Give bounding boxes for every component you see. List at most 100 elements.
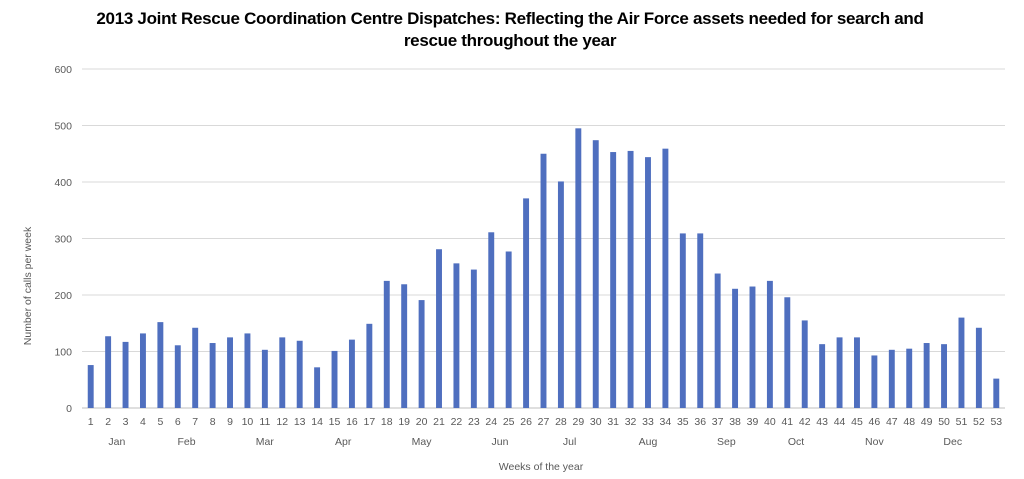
bar	[592, 140, 599, 408]
bar	[610, 152, 617, 408]
month-label: Nov	[865, 436, 884, 448]
x-tick-label: 43	[816, 416, 828, 428]
y-axis-title: Number of calls per week	[22, 226, 34, 345]
y-tick-label: 300	[54, 234, 72, 246]
bar	[105, 336, 112, 408]
x-tick-label: 37	[712, 416, 724, 428]
y-axis-ticks: 0 100 200 300 400 500 600	[54, 64, 72, 415]
bar	[209, 343, 216, 408]
x-tick-label: 19	[398, 416, 410, 428]
bar	[366, 323, 373, 408]
x-tick-label: 10	[242, 416, 254, 428]
bar	[261, 349, 268, 408]
gridlines	[82, 68, 1005, 409]
x-tick-label: 9	[227, 416, 233, 428]
bar	[174, 345, 181, 408]
bar	[436, 249, 442, 408]
bar	[557, 181, 564, 408]
x-tick-label: 12	[276, 416, 288, 428]
bar	[157, 322, 164, 408]
bar	[749, 286, 756, 408]
bar	[906, 348, 913, 408]
x-tick-label: 17	[364, 416, 376, 428]
x-tick-label: 15	[329, 416, 341, 428]
x-tick-label: 44	[834, 416, 846, 428]
bar	[505, 251, 512, 408]
month-label: Jun	[491, 436, 508, 448]
x-tick-label: 40	[764, 416, 776, 428]
x-tick-label: 39	[747, 416, 759, 428]
bar	[575, 128, 582, 408]
bar	[348, 339, 355, 408]
bar	[854, 337, 860, 408]
bar	[122, 341, 129, 408]
x-tick-label: 16	[346, 416, 358, 428]
x-tick-label: 25	[503, 416, 515, 428]
x-tick-label: 1	[88, 416, 94, 428]
bar	[401, 284, 408, 408]
bar	[418, 300, 425, 408]
x-tick-label: 22	[451, 416, 463, 428]
x-tick-label: 13	[294, 416, 306, 428]
x-tick-label: 47	[886, 416, 898, 428]
bar	[662, 148, 669, 409]
bar	[314, 367, 321, 408]
bar	[784, 297, 791, 408]
x-tick-label: 3	[123, 416, 129, 428]
month-label: Mar	[256, 436, 275, 448]
x-tick-label: 31	[607, 416, 619, 428]
bar	[470, 269, 477, 408]
x-tick-label: 4	[140, 416, 146, 428]
bar	[383, 280, 390, 408]
month-label: Sep	[717, 436, 736, 448]
month-label: Feb	[177, 436, 195, 448]
x-tick-label: 27	[538, 416, 550, 428]
bar	[958, 317, 965, 408]
y-tick-label: 400	[54, 177, 72, 189]
x-tick-label: 30	[590, 416, 602, 428]
x-tick-label: 48	[903, 416, 915, 428]
x-tick-label: 28	[555, 416, 567, 428]
x-axis-ticks: 1 2 3 4 5 6 7 8 9 10 11 12 13 14 15 16 17 18 19 20 21 22 23 24 2…	[88, 416, 1003, 428]
x-tick-label: 51	[956, 416, 968, 428]
bar	[87, 365, 94, 408]
x-tick-label: 14	[311, 416, 323, 428]
bar	[714, 273, 721, 408]
x-tick-label: 6	[175, 416, 181, 428]
bar	[697, 233, 704, 408]
x-tick-label: 50	[938, 416, 950, 428]
x-tick-label: 34	[660, 416, 672, 428]
bar	[488, 232, 495, 408]
y-tick-label: 600	[54, 64, 72, 76]
month-label: Aug	[639, 436, 658, 448]
x-tick-label: 46	[869, 416, 881, 428]
bars	[87, 128, 1000, 409]
bar	[679, 233, 686, 408]
x-tick-label: 8	[210, 416, 216, 428]
bar	[766, 280, 773, 408]
bar	[645, 157, 651, 408]
bar	[871, 355, 878, 408]
x-tick-label: 35	[677, 416, 689, 428]
chart-title: 2013 Joint Rescue Coordination Centre Di…	[96, 9, 924, 50]
month-label: May	[412, 436, 433, 448]
x-tick-label: 24	[485, 416, 497, 428]
month-labels: Jan Feb Mar Apr May Jun Jul Aug Sep Oct Nov Dec	[108, 436, 962, 448]
x-tick-label: 52	[973, 416, 985, 428]
x-tick-label: 32	[625, 416, 637, 428]
bar	[540, 153, 547, 408]
x-tick-label: 2	[105, 416, 111, 428]
x-axis-title: Weeks of the year	[499, 461, 584, 473]
bar	[296, 340, 303, 408]
x-tick-label: 41	[781, 416, 793, 428]
month-label: Jul	[563, 436, 576, 448]
x-tick-label: 20	[416, 416, 428, 428]
x-tick-label: 53	[990, 416, 1002, 428]
bar	[627, 150, 634, 409]
x-tick-label: 21	[433, 416, 445, 428]
x-tick-label: 45	[851, 416, 863, 428]
x-tick-label: 33	[642, 416, 654, 428]
month-label: Oct	[788, 436, 804, 448]
x-tick-label: 36	[694, 416, 706, 428]
